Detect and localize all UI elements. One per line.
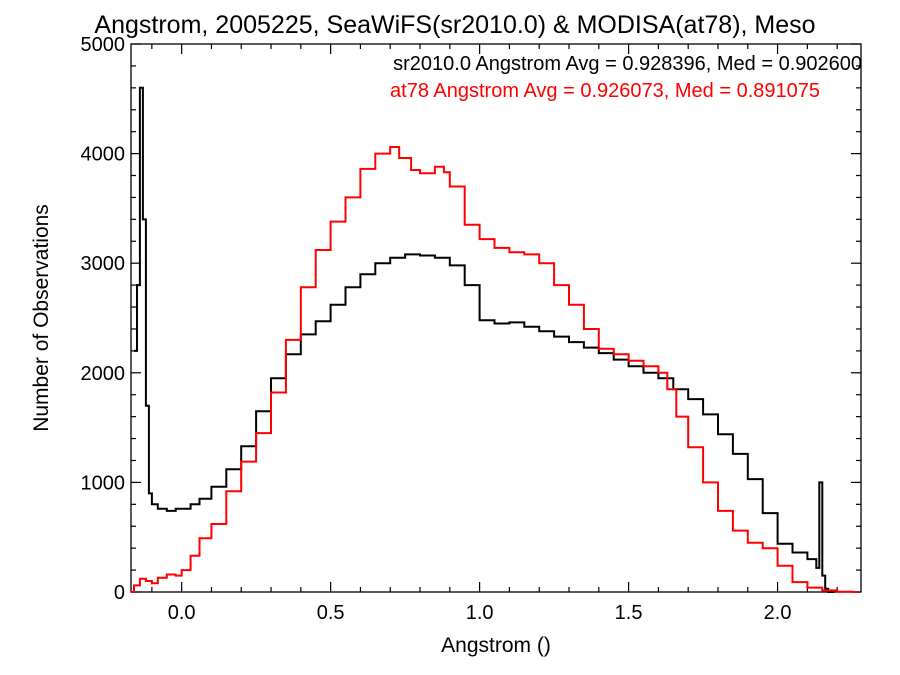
x-tick-label: 0.0 (168, 602, 196, 624)
y-axis-label: Number of Observations (30, 204, 53, 432)
y-tick-label: 1000 (81, 472, 126, 494)
x-tick-label: 1.5 (615, 602, 643, 624)
x-tick-label: 2.0 (764, 602, 792, 624)
series-at78-line (131, 146, 858, 593)
plot-frame (130, 43, 862, 593)
y-tick-label: 2000 (81, 363, 126, 385)
x-tick-label: 1.0 (466, 602, 494, 624)
y-tick-label: 5000 (81, 34, 126, 56)
y-tick-label: 4000 (81, 144, 126, 166)
y-tick-label: 0 (114, 582, 125, 604)
chart-title: Angstrom, 2005225, SeaWiFS(sr2010.0) & M… (94, 11, 815, 39)
y-tick-label: 3000 (81, 253, 126, 275)
annotation-sr2010: sr2010.0 Angstrom Avg = 0.928396, Med = … (393, 53, 862, 75)
series-sr2010-line (134, 86, 835, 593)
x-tick-label: 0.5 (317, 602, 345, 624)
x-axis-label: Angstrom () (441, 634, 551, 657)
annotation-at78: at78 Angstrom Avg = 0.926073, Med = 0.89… (390, 80, 820, 102)
